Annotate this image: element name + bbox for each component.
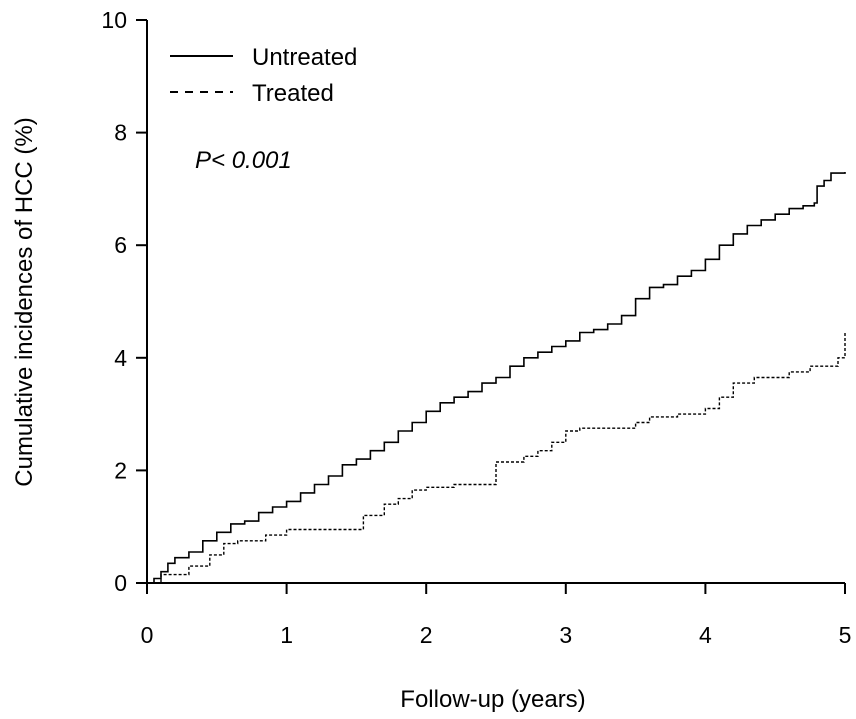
x-axis: 0 1 2 3 4 5: [141, 582, 852, 648]
x-tick-label: 2: [420, 622, 433, 648]
p-value-annotation: P< 0.001: [195, 147, 292, 174]
x-tick-label: 0: [141, 622, 154, 648]
x-tick-label: 1: [280, 622, 293, 648]
y-tick-label: 0: [114, 570, 127, 596]
y-axis-title: Cumulative incidences of HCC (%): [11, 117, 38, 486]
series-line-treated: [147, 332, 846, 584]
y-axis: 0 2 4 6 8 10: [101, 7, 148, 596]
y-tick-label: 8: [114, 120, 127, 146]
legend-label-treated: Treated: [252, 80, 334, 107]
y-tick-label: 10: [101, 7, 127, 33]
legend: Untreated Treated: [170, 44, 357, 107]
legend-label-untreated: Untreated: [252, 44, 357, 71]
x-tick-label: 4: [699, 622, 712, 648]
y-tick-label: 2: [114, 457, 127, 483]
x-tick-label: 3: [559, 622, 572, 648]
y-tick-label: 4: [114, 345, 127, 371]
series-layer: [147, 172, 846, 584]
x-tick-label: 5: [839, 622, 852, 648]
x-axis-title: Follow-up (years): [400, 686, 585, 713]
y-tick-label: 6: [114, 232, 127, 258]
series-line-untreated: [147, 172, 846, 584]
